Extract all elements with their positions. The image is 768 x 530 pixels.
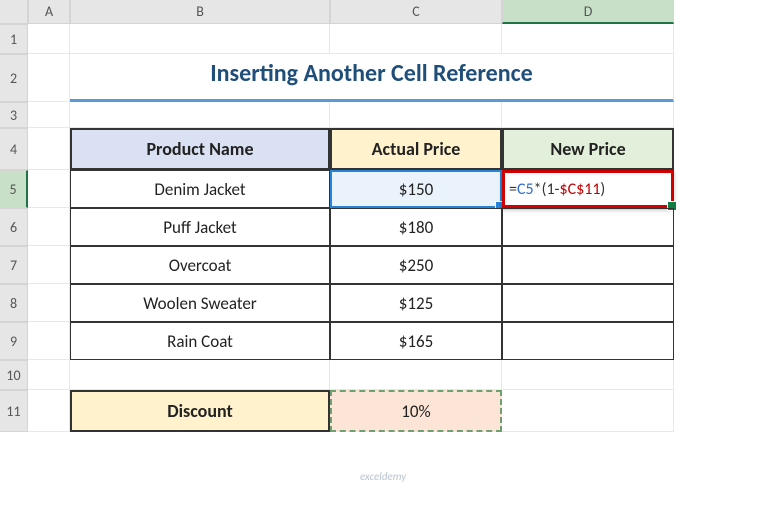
row-header-2[interactable]: 2 <box>0 54 28 102</box>
cell-D5-formula[interactable]: =C5*(1-$C$11) <box>502 170 674 208</box>
cell-A3[interactable] <box>28 102 70 128</box>
cell-B10[interactable] <box>70 360 330 390</box>
cell-A9[interactable] <box>28 322 70 360</box>
watermark: exceldemy <box>360 470 406 483</box>
cell-D11[interactable] <box>502 390 674 432</box>
cell-D1[interactable] <box>502 24 674 54</box>
cell-B7[interactable]: Overcoat <box>70 246 330 284</box>
formula-ref-C5: C5 <box>517 180 534 199</box>
cell-A2[interactable] <box>28 54 70 102</box>
row-header-11[interactable]: 11 <box>0 390 28 432</box>
cell-B9[interactable]: Rain Coat <box>70 322 330 360</box>
row-header-8[interactable]: 8 <box>0 284 28 322</box>
cell-D3[interactable] <box>502 102 674 128</box>
formula-op: *( <box>534 180 547 199</box>
row-header-1[interactable]: 1 <box>0 24 28 54</box>
cell-A4[interactable] <box>28 128 70 170</box>
cell-A1[interactable] <box>28 24 70 54</box>
cell-B5[interactable]: Denim Jacket <box>70 170 330 208</box>
formula-close: ) <box>600 180 605 199</box>
cell-A10[interactable] <box>28 360 70 390</box>
formula-ref-C11: $C$11 <box>559 180 600 199</box>
cell-D9[interactable] <box>502 322 674 360</box>
title: Inserting Another Cell Reference <box>70 54 674 102</box>
col-header-D[interactable]: D <box>502 0 674 24</box>
cell-B3[interactable] <box>70 102 330 128</box>
discount-value-referenced[interactable]: 10% <box>330 390 502 432</box>
cell-A6[interactable] <box>28 208 70 246</box>
cell-A5[interactable] <box>28 170 70 208</box>
cell-C1[interactable] <box>330 24 502 54</box>
select-all-corner[interactable] <box>0 0 28 24</box>
spreadsheet-grid: A B C D 1 2 Inserting Another Cell Refer… <box>0 0 768 432</box>
cell-C7[interactable]: $250 <box>330 246 502 284</box>
cell-C6[interactable]: $180 <box>330 208 502 246</box>
row-header-9[interactable]: 9 <box>0 322 28 360</box>
cell-D10[interactable] <box>502 360 674 390</box>
cell-B6[interactable]: Puff Jacket <box>70 208 330 246</box>
cell-B1[interactable] <box>70 24 330 54</box>
cell-D8[interactable] <box>502 284 674 322</box>
row-header-7[interactable]: 7 <box>0 246 28 284</box>
cell-A8[interactable] <box>28 284 70 322</box>
cell-D7[interactable] <box>502 246 674 284</box>
cell-C5-referenced[interactable]: $150 <box>330 170 502 208</box>
row-header-10[interactable]: 10 <box>0 360 28 390</box>
row-header-6[interactable]: 6 <box>0 208 28 246</box>
formula-num: 1 <box>546 180 554 199</box>
cell-B8[interactable]: Woolen Sweater <box>70 284 330 322</box>
formula-equals: = <box>509 180 517 199</box>
header-actual[interactable]: Actual Price <box>330 128 502 170</box>
cell-C3[interactable] <box>330 102 502 128</box>
col-header-C[interactable]: C <box>330 0 502 24</box>
cell-C10[interactable] <box>330 360 502 390</box>
col-header-B[interactable]: B <box>70 0 330 24</box>
header-product[interactable]: Product Name <box>70 128 330 170</box>
row-header-3[interactable]: 3 <box>0 102 28 128</box>
row-header-4[interactable]: 4 <box>0 128 28 170</box>
cell-D6[interactable] <box>502 208 674 246</box>
cell-A11[interactable] <box>28 390 70 432</box>
cell-C9[interactable]: $165 <box>330 322 502 360</box>
row-header-5[interactable]: 5 <box>0 170 28 208</box>
discount-label[interactable]: Discount <box>70 390 330 432</box>
col-header-A[interactable]: A <box>28 0 70 24</box>
header-new-price[interactable]: New Price <box>502 128 674 170</box>
cell-C8[interactable]: $125 <box>330 284 502 322</box>
cell-A7[interactable] <box>28 246 70 284</box>
